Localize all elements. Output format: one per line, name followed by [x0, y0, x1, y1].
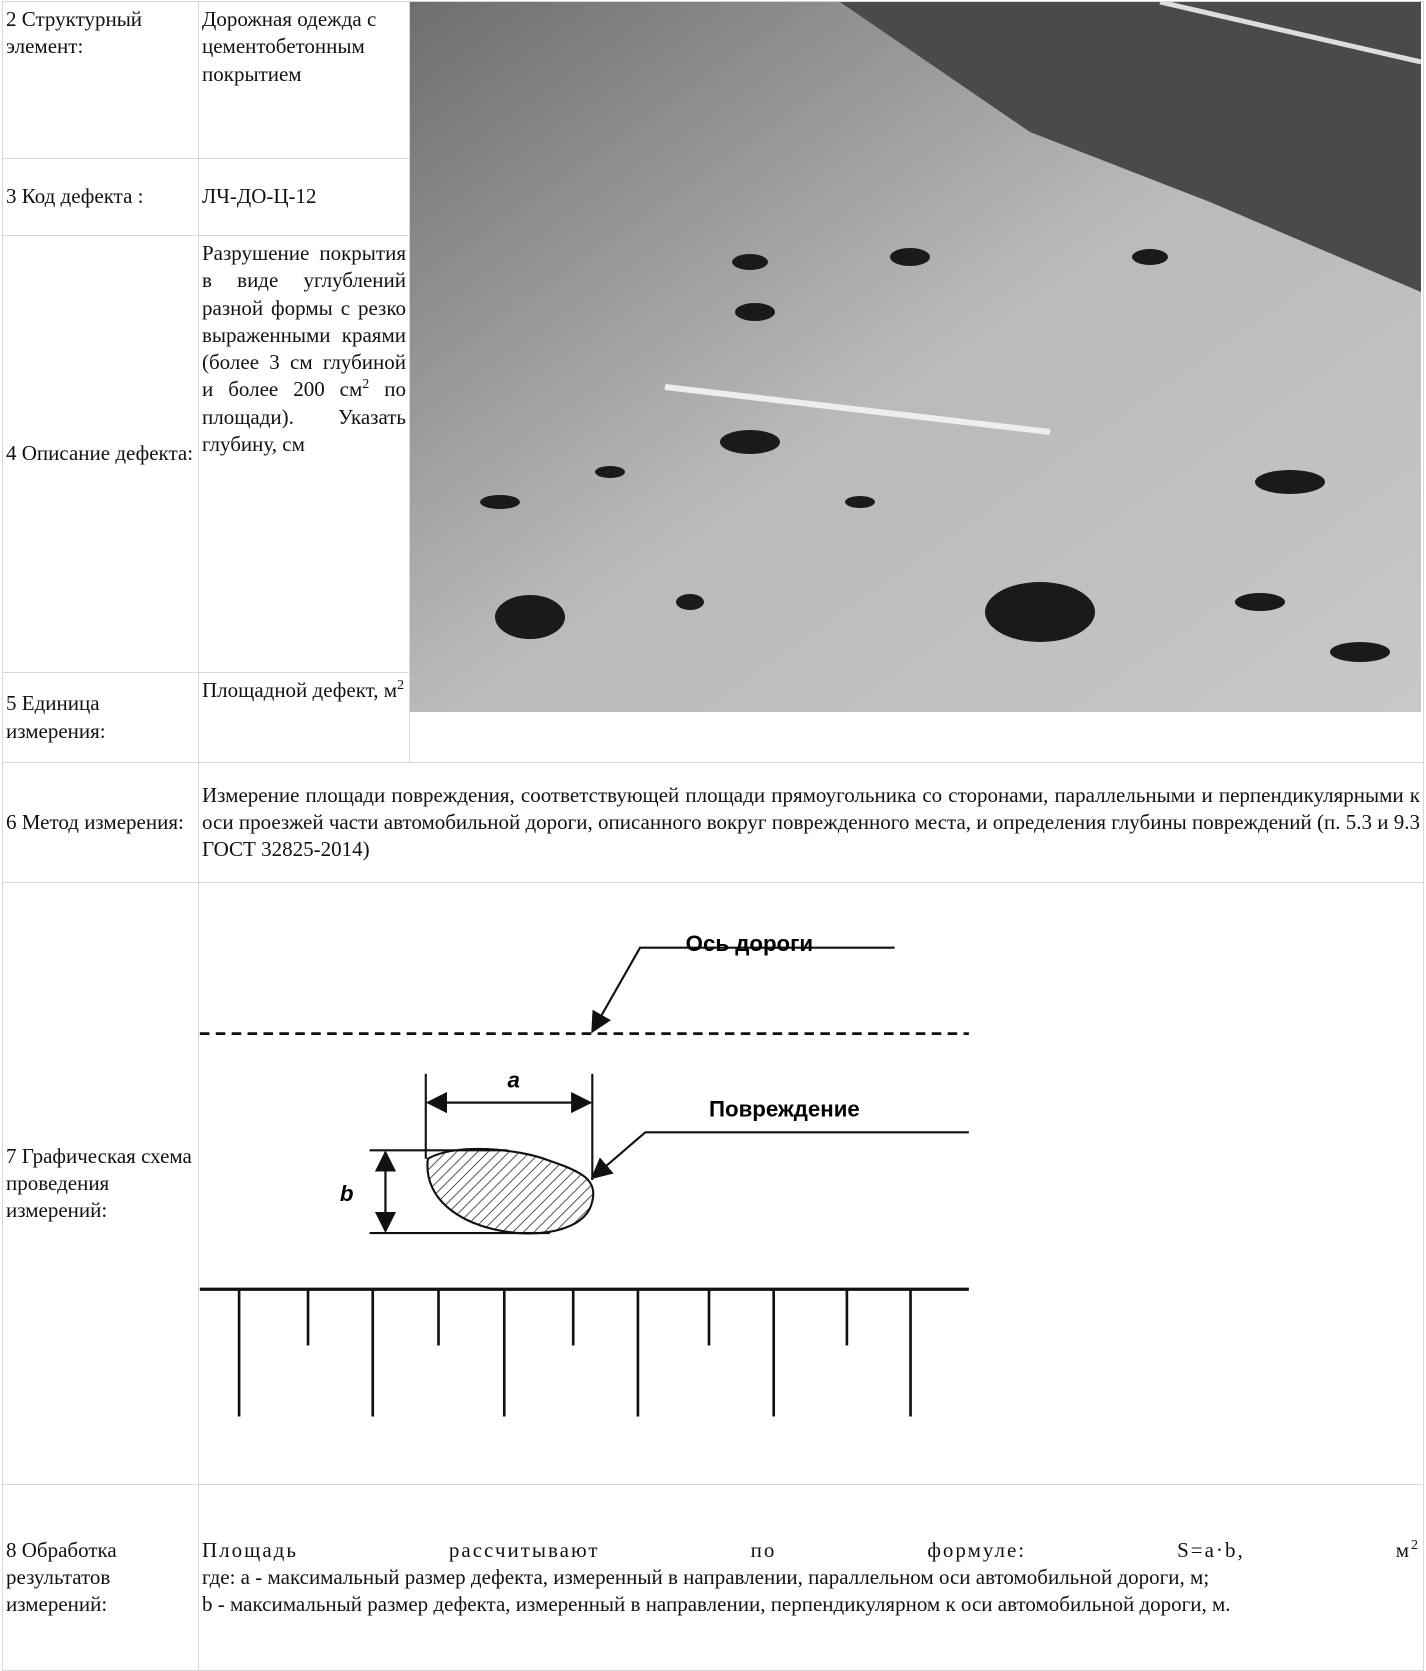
b-definition: b - максимальный размер дефекта, измерен… [202, 1592, 1231, 1617]
dim-a: a [507, 1068, 519, 1093]
value: Площадной дефект, м2 [198, 672, 410, 763]
formula: Площадь рассчитывают по формуле: S=a·b, … [202, 1537, 1420, 1564]
label: 7 Графическая схема проведения измерений… [2, 881, 199, 1486]
sup: 2 [362, 377, 370, 393]
dim-b: b [340, 1181, 354, 1206]
label: 3 Код дефекта : [2, 158, 199, 236]
value: Разрушение покрытия в виде углублений ра… [198, 235, 410, 673]
damage-label: Повреждение [709, 1096, 860, 1121]
sup: 2 [397, 678, 405, 693]
text: Площадь рассчитывают по формуле: S=a·b, … [202, 1537, 1411, 1562]
axis-label: Ось дороги [686, 931, 813, 956]
photo [410, 0, 1422, 712]
label: 2 Структурный элемент: [2, 1, 199, 159]
value: Площадь рассчитывают по формуле: S=a·b, … [198, 1484, 1424, 1671]
label: 8 Обработка результатов измерений: [2, 1484, 199, 1671]
a-definition: где: а - максимальный размер дефекта, из… [202, 1565, 1210, 1590]
diagram: Ось дороги Повреждение a b [199, 931, 969, 1417]
label: 6 Метод измерения: [2, 762, 199, 883]
value: Дорожная одежда с цементобетонным покрыт… [198, 1, 410, 159]
value: Измерение площади повреждения, соответст… [198, 762, 1424, 883]
diagram-cell: Ось дороги Повреждение a b [198, 881, 1424, 1486]
label: 5 Единица измерения: [2, 672, 199, 763]
photo-cell [409, 0, 1424, 763]
label: 4 Описание дефекта: [2, 235, 199, 673]
text: Площадной дефект, м [202, 678, 398, 702]
text: по площади). Указать глубину, см [202, 377, 406, 457]
value: ЛЧ-ДО-Ц-12 [198, 158, 410, 236]
sup: 2 [1411, 1537, 1420, 1553]
text: Разрушение покрытия в виде углублений ра… [202, 241, 406, 402]
